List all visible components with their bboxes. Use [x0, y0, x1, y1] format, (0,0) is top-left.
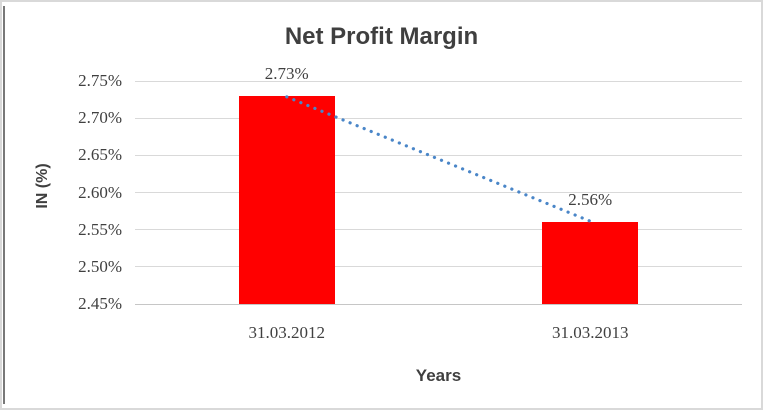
- x-tick-label: 31.03.2013: [552, 323, 629, 342]
- gridline: [135, 154, 742, 156]
- gridline: [135, 80, 742, 82]
- gridline: [135, 229, 742, 231]
- y-tick-label: 2.60%: [78, 182, 122, 202]
- bar-31.03.2012: [238, 95, 335, 304]
- y-tick-label: 2.65%: [78, 145, 122, 165]
- y-tick-label: 2.50%: [78, 256, 122, 276]
- y-tick-label: 2.55%: [78, 219, 122, 239]
- x-axis-title: Years: [415, 366, 462, 385]
- x-tick-label: 31.03.2012: [248, 323, 326, 342]
- gridline: [135, 266, 742, 268]
- y-tick-label: 2.45%: [78, 294, 122, 313]
- chart-title: Net Profit Margin: [284, 23, 479, 50]
- data-label: 2.73%: [264, 63, 309, 83]
- left-window-edge: [3, 6, 5, 404]
- x-axis-line: [135, 303, 742, 305]
- bar-31.03.2013: [542, 222, 639, 304]
- y-tick-label: 2.75%: [78, 71, 122, 90]
- y-tick-label: 2.70%: [78, 108, 122, 128]
- gridline: [135, 117, 742, 119]
- gridline: [135, 192, 742, 193]
- data-label: 2.56%: [568, 190, 613, 210]
